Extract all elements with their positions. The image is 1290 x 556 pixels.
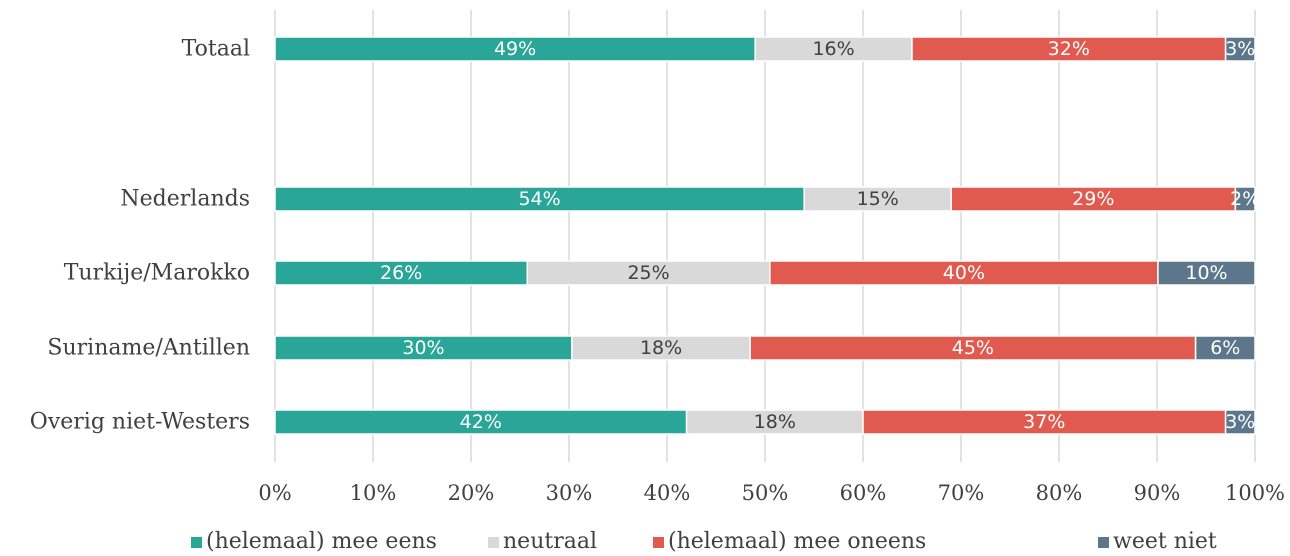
- bar-segment: [1224, 36, 1256, 62]
- data-label: 15%: [857, 188, 899, 210]
- category-label: Suriname/Antillen: [47, 336, 250, 361]
- legend-label: neutraal: [503, 529, 597, 554]
- bar-segment: [862, 409, 1227, 435]
- legend: (helemaal) mee eens neutraal (helemaal) me…: [191, 529, 1217, 554]
- bar-segment: [1234, 186, 1256, 212]
- data-label: 37%: [1023, 411, 1065, 433]
- legend-swatch: [191, 537, 202, 548]
- category-label: Nederlands: [120, 187, 250, 212]
- x-tick-label: 30%: [546, 481, 593, 505]
- data-label: 40%: [943, 262, 985, 284]
- legend-label: weet niet: [1113, 529, 1217, 554]
- data-label: 32%: [1048, 38, 1090, 60]
- bar-segment: [1157, 260, 1256, 286]
- bar-segment: [1194, 335, 1256, 361]
- bar-segment: [274, 186, 805, 212]
- category-label: Totaal: [182, 37, 250, 62]
- x-axis-ticks: 0% 10% 20% 30% 40% 50% 60% 70% 80% 90% 100%: [258, 481, 1285, 505]
- bar-segment: [274, 260, 529, 286]
- x-tick-label: 0%: [258, 481, 291, 505]
- x-tick-label: 50%: [742, 481, 789, 505]
- legend-swatch: [488, 537, 499, 548]
- bars: 49% 16% 32% 3% 54% 15% 29% 2% 26% 25% 40% 10% 30% 18%…: [274, 36, 1260, 435]
- legend-label: (helemaal) mee eens: [206, 529, 437, 554]
- legend-swatch: [653, 537, 664, 548]
- data-label: 10%: [1185, 262, 1227, 284]
- data-label: 45%: [952, 337, 994, 359]
- data-label: 18%: [754, 411, 796, 433]
- legend-swatch: [1098, 537, 1109, 548]
- x-tick-label: 60%: [840, 481, 887, 505]
- data-label: 6%: [1210, 337, 1240, 359]
- data-label: 18%: [640, 337, 682, 359]
- x-tick-label: 70%: [938, 481, 985, 505]
- legend-label: (helemaal) mee oneens: [668, 529, 926, 554]
- data-label: 25%: [627, 262, 669, 284]
- bar-segment: [274, 335, 573, 361]
- data-label: 30%: [402, 337, 444, 359]
- bar-segment: [749, 335, 1197, 361]
- bar-segment: [803, 186, 952, 212]
- x-tick-label: 90%: [1134, 481, 1181, 505]
- bar-segment: [754, 36, 913, 62]
- gridlines: [274, 10, 1256, 462]
- data-label: 42%: [460, 411, 502, 433]
- bar-segment: [274, 409, 688, 435]
- category-labels: Totaal Nederlands Turkije/Marokko Suriname/…: [30, 37, 250, 435]
- category-label: Overig niet-Westers: [30, 410, 250, 435]
- bar-segment: [685, 409, 864, 435]
- x-tick-label: 80%: [1036, 481, 1083, 505]
- data-label: 3%: [1225, 411, 1255, 433]
- bar-segment: [274, 36, 756, 62]
- bar-segment: [1224, 409, 1256, 435]
- bar-segment: [769, 260, 1159, 286]
- data-label: 29%: [1072, 188, 1114, 210]
- x-tick-label: 40%: [644, 481, 691, 505]
- bar-segment: [950, 186, 1237, 212]
- data-label: 2%: [1230, 188, 1260, 210]
- x-tick-label: 10%: [350, 481, 397, 505]
- data-label: 49%: [494, 38, 536, 60]
- data-label: 54%: [518, 188, 560, 210]
- data-label: 16%: [812, 38, 854, 60]
- x-tick-label: 100%: [1225, 481, 1285, 505]
- bar-segment: [571, 335, 751, 361]
- category-label: Turkije/Marokko: [64, 261, 250, 286]
- data-label: 26%: [380, 262, 422, 284]
- data-label: 3%: [1225, 38, 1255, 60]
- x-tick-label: 20%: [448, 481, 495, 505]
